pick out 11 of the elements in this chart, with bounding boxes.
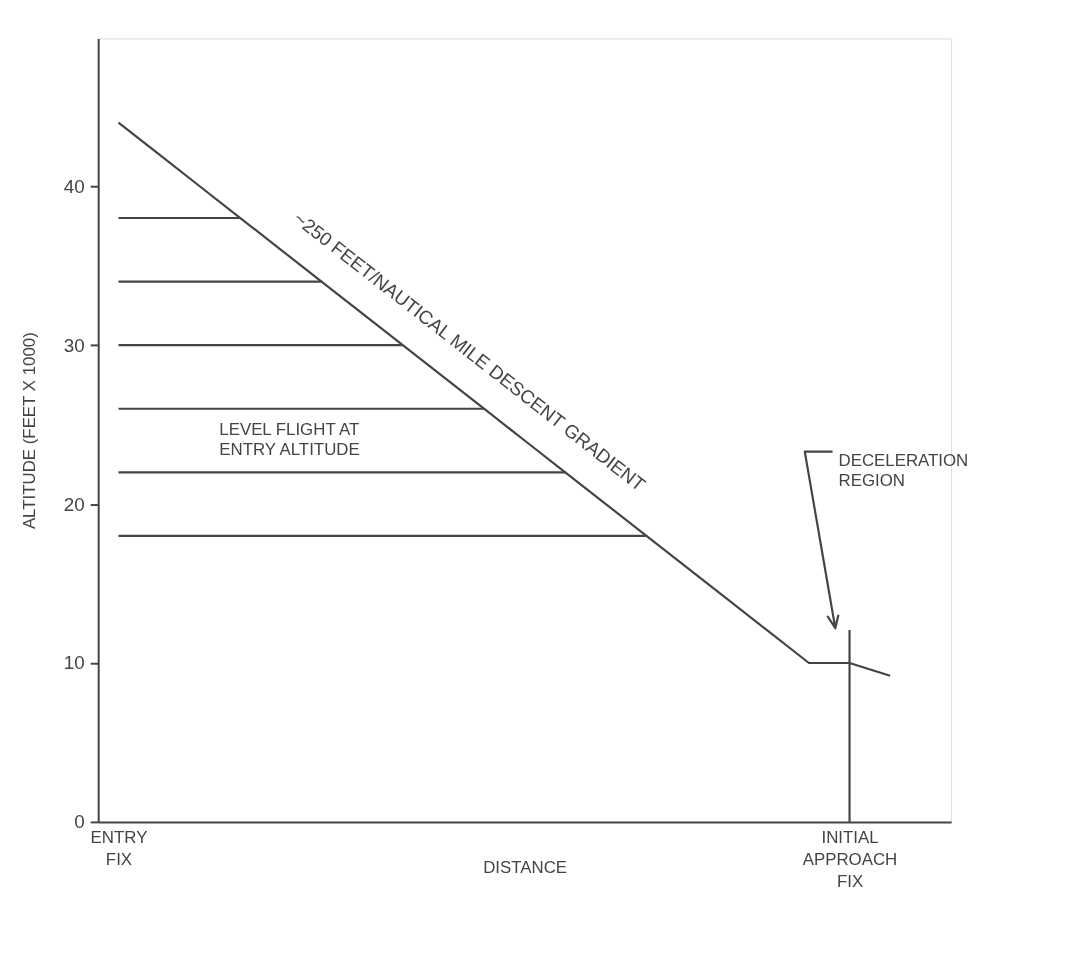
y-axis-title: ALTITUDE (FEET X 1000) xyxy=(20,332,40,530)
x-tick-label: INITIAL APPROACH FIX xyxy=(802,828,898,891)
x-tick-label: ENTRY FIX xyxy=(90,828,148,870)
y-tick-label: 40 xyxy=(63,175,85,197)
annotation: LEVEL FLIGHT AT ENTRY ALTITUDE xyxy=(219,420,360,459)
y-tick-label: 10 xyxy=(63,652,85,674)
y-tick-label: 20 xyxy=(63,493,85,515)
y-tick-label: 30 xyxy=(63,334,85,356)
annotation: DECELERATION REGION xyxy=(838,451,969,491)
x-axis-title: DISTANCE xyxy=(483,857,568,877)
y-tick-label: 0 xyxy=(74,811,85,833)
